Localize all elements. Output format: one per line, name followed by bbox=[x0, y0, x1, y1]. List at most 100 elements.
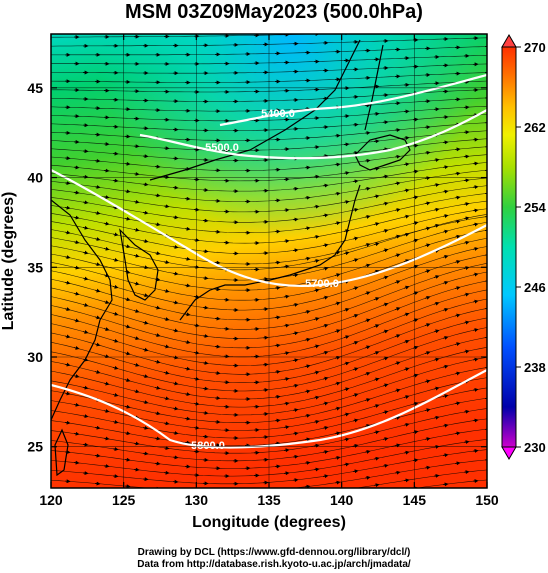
wind-arrow bbox=[394, 361, 401, 366]
wind-arrow bbox=[283, 323, 290, 328]
wind-arrow bbox=[454, 371, 461, 376]
wind-arrow bbox=[133, 336, 140, 341]
wind-arrow bbox=[322, 183, 329, 188]
wind-arrow bbox=[442, 189, 449, 194]
x-tick-label: 130 bbox=[185, 492, 209, 508]
wind-arrow bbox=[73, 318, 80, 323]
wind-arrow bbox=[103, 246, 110, 251]
wind-arrow bbox=[73, 190, 80, 195]
wind-arrow bbox=[304, 280, 311, 285]
wind-arrow bbox=[184, 226, 191, 231]
wind-arrow bbox=[304, 337, 311, 342]
wind-arrow bbox=[373, 456, 380, 461]
wind-arrow bbox=[193, 376, 200, 381]
x-tick-label: 145 bbox=[403, 492, 427, 508]
wind-arrow bbox=[142, 210, 149, 215]
wind-arrow bbox=[304, 413, 311, 418]
wind-arrow bbox=[82, 225, 89, 230]
wind-arrow bbox=[403, 395, 410, 399]
wind-arrow bbox=[382, 201, 389, 206]
wind-arrow bbox=[64, 362, 71, 367]
wind-arrow bbox=[82, 385, 89, 390]
wind-arrow bbox=[202, 360, 209, 365]
wind-arrow bbox=[133, 441, 140, 446]
wind-arrow bbox=[412, 430, 419, 435]
wind-arrow bbox=[163, 260, 170, 265]
wind-arrow bbox=[322, 401, 329, 406]
x-tick-label: 150 bbox=[475, 492, 499, 508]
wind-arrow bbox=[394, 234, 401, 239]
wind-arrow bbox=[304, 460, 311, 465]
wind-arrow bbox=[274, 315, 281, 320]
wind-arrow bbox=[313, 419, 320, 424]
wind-arrow bbox=[454, 234, 461, 239]
wind-arrow bbox=[304, 437, 311, 442]
wind-arrow bbox=[394, 307, 401, 311]
wind-arrow bbox=[484, 214, 487, 219]
wind-arrow bbox=[292, 273, 299, 278]
wind-arrow bbox=[373, 377, 380, 382]
wind-arrow bbox=[184, 392, 191, 397]
wind-arrow bbox=[64, 280, 71, 285]
wind-arrow bbox=[283, 425, 290, 430]
wind-arrow bbox=[433, 207, 440, 212]
wind-arrow bbox=[94, 425, 101, 430]
x-tick-label: 140 bbox=[330, 492, 354, 508]
wind-arrow bbox=[112, 284, 119, 289]
wind-arrow bbox=[202, 305, 209, 310]
wind-arrow bbox=[313, 467, 320, 472]
wind-arrow bbox=[193, 323, 200, 328]
wind-arrow bbox=[322, 213, 329, 218]
wind-arrow bbox=[424, 295, 431, 300]
wind-arrow bbox=[403, 339, 410, 344]
wind-arrow bbox=[124, 351, 131, 356]
wind-arrow bbox=[103, 354, 110, 359]
wind-arrow bbox=[322, 295, 329, 300]
wind-arrow bbox=[394, 181, 401, 186]
wind-arrow bbox=[352, 443, 359, 448]
wind-arrow bbox=[463, 240, 470, 245]
wind-arrow bbox=[82, 442, 89, 447]
wind-arrow bbox=[463, 440, 470, 445]
wind-arrow bbox=[343, 412, 350, 417]
wind-arrow bbox=[454, 171, 461, 176]
wind-arrow bbox=[334, 301, 341, 306]
wind-arrow bbox=[202, 334, 209, 338]
wind-arrow bbox=[424, 408, 431, 413]
wind-arrow bbox=[154, 436, 161, 441]
wind-arrow bbox=[424, 351, 431, 355]
wind-arrow bbox=[424, 201, 431, 206]
wind-arrow bbox=[304, 309, 311, 314]
wind-arrow bbox=[292, 248, 299, 253]
wind-arrow bbox=[484, 278, 487, 283]
wind-arrow bbox=[433, 329, 440, 334]
wind-arrow bbox=[442, 394, 449, 399]
wind-arrow bbox=[472, 247, 479, 251]
wind-arrow bbox=[484, 335, 487, 340]
wind-arrow bbox=[352, 314, 359, 318]
wind-arrow bbox=[403, 367, 410, 372]
wind-arrow bbox=[353, 497, 357, 498]
grid-lines bbox=[51, 34, 487, 488]
y-tick-label: 40 bbox=[27, 170, 43, 186]
wind-arrow bbox=[283, 264, 290, 269]
wind-arrow bbox=[343, 462, 350, 467]
wind-arrow bbox=[454, 286, 461, 291]
wind-arrow bbox=[454, 313, 461, 318]
wind-arrow bbox=[64, 391, 71, 396]
wind-arrow bbox=[472, 387, 479, 392]
x-tick-label: 125 bbox=[112, 492, 136, 508]
coastline bbox=[51, 199, 113, 421]
y-axis: 25 30 35 40 45 bbox=[27, 80, 487, 455]
wind-arrow bbox=[94, 211, 101, 215]
wind-arrow bbox=[154, 222, 161, 227]
wind-arrow bbox=[94, 315, 101, 320]
wind-arrow bbox=[373, 324, 380, 328]
wind-arrow bbox=[292, 408, 299, 413]
streamline bbox=[51, 459, 487, 488]
wind-arrow bbox=[304, 226, 311, 231]
wind-arrow bbox=[334, 406, 341, 411]
wind-arrow bbox=[142, 347, 149, 352]
wind-arrow bbox=[412, 318, 419, 323]
